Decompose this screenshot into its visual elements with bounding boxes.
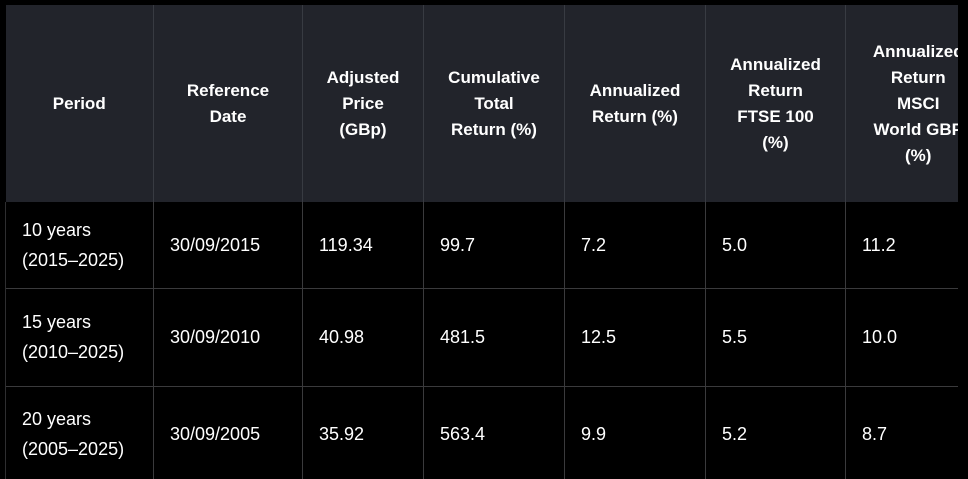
cell-annualized-return-ftse100: 5.5 — [705, 287, 846, 386]
cell-adjusted-price: 119.34 — [302, 202, 424, 288]
column-header-annualized-return-ftse100: Annualized Return FTSE 100 (%) — [705, 5, 846, 202]
column-header-cumulative-total-return: Cumulative Total Return (%) — [423, 5, 565, 202]
cell-annualized-return: 9.9 — [564, 385, 706, 479]
table-row: 10 years (2015–2025) 30/09/2015 119.34 9… — [5, 202, 958, 288]
column-header-annualized-return: Annualized Return (%) — [564, 5, 706, 202]
cell-annualized-return: 7.2 — [564, 202, 706, 288]
column-header-annualized-return-msci-world: Annualized Return MSCI World GBP (%) — [845, 5, 958, 202]
returns-table: Period Reference Date Adjusted Price (GB… — [5, 5, 958, 479]
cell-adjusted-price: 40.98 — [302, 287, 424, 386]
table-row: 15 years (2010–2025) 30/09/2010 40.98 48… — [5, 287, 958, 386]
cell-cumulative-total-return: 563.4 — [423, 385, 565, 479]
cell-period: 20 years (2005–2025) — [5, 385, 154, 479]
table-row: 20 years (2005–2025) 30/09/2005 35.92 56… — [5, 385, 958, 479]
cell-cumulative-total-return: 99.7 — [423, 202, 565, 288]
cell-reference-date: 30/09/2015 — [153, 202, 303, 288]
cell-reference-date: 30/09/2010 — [153, 287, 303, 386]
cell-annualized-return-msci-world: 11.2 — [845, 202, 958, 288]
table-viewport: Period Reference Date Adjusted Price (GB… — [5, 5, 958, 479]
cell-annualized-return-msci-world: 8.7 — [845, 385, 958, 479]
cell-annualized-return-ftse100: 5.2 — [705, 385, 846, 479]
column-header-adjusted-price: Adjusted Price (GBp) — [302, 5, 424, 202]
cell-reference-date: 30/09/2005 — [153, 385, 303, 479]
cell-period: 15 years (2010–2025) — [5, 287, 154, 386]
column-header-period: Period — [5, 5, 154, 202]
cell-annualized-return: 12.5 — [564, 287, 706, 386]
cell-annualized-return-ftse100: 5.0 — [705, 202, 846, 288]
cell-annualized-return-msci-world: 10.0 — [845, 287, 958, 386]
cell-adjusted-price: 35.92 — [302, 385, 424, 479]
cell-cumulative-total-return: 481.5 — [423, 287, 565, 386]
cell-period: 10 years (2015–2025) — [5, 202, 154, 288]
column-header-reference-date: Reference Date — [153, 5, 303, 202]
table-header-row: Period Reference Date Adjusted Price (GB… — [5, 5, 958, 202]
